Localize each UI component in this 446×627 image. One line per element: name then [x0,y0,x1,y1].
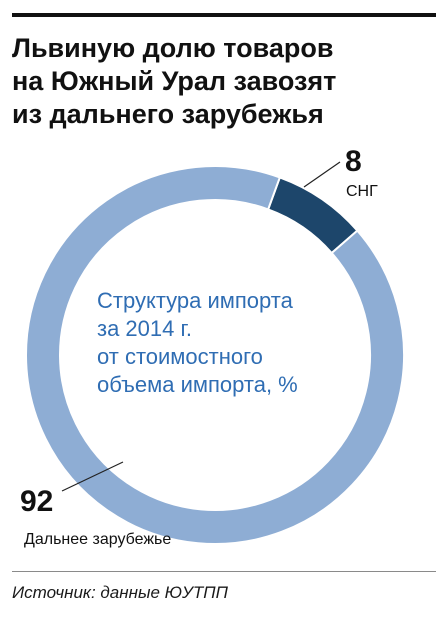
source-note: Источник: данные ЮУТПП [12,583,228,602]
center-label-line-2: за 2014 г. [97,316,192,341]
category-label-far-abroad: Дальнее зарубежье [24,531,171,548]
top-rule [12,13,436,17]
value-label-cis: 8 [345,145,362,178]
title-line-3: из дальнего зарубежья [12,99,324,129]
title-line-1: Львиную долю товаров [12,33,334,63]
center-label-line-3: от стоимостного [97,344,263,369]
category-label-cis: СНГ [346,183,378,200]
center-label-line-4: объема импорта, % [97,372,298,397]
donut-slice-far-abroad [25,165,405,545]
donut-slices [25,165,405,545]
value-label-far-abroad: 92 [20,485,53,518]
title-line-2: на Южный Урал завозят [12,66,337,96]
donut-chart: Структура импорта за 2014 г. от стоимост… [20,145,405,548]
leader-line-far-abroad [61,461,124,492]
source-rule [12,571,436,572]
center-label-line-1: Структура импорта [97,288,294,313]
chart-title: Львиную долю товаров на Южный Урал завоз… [12,32,432,131]
leader-line-cis [303,161,341,188]
